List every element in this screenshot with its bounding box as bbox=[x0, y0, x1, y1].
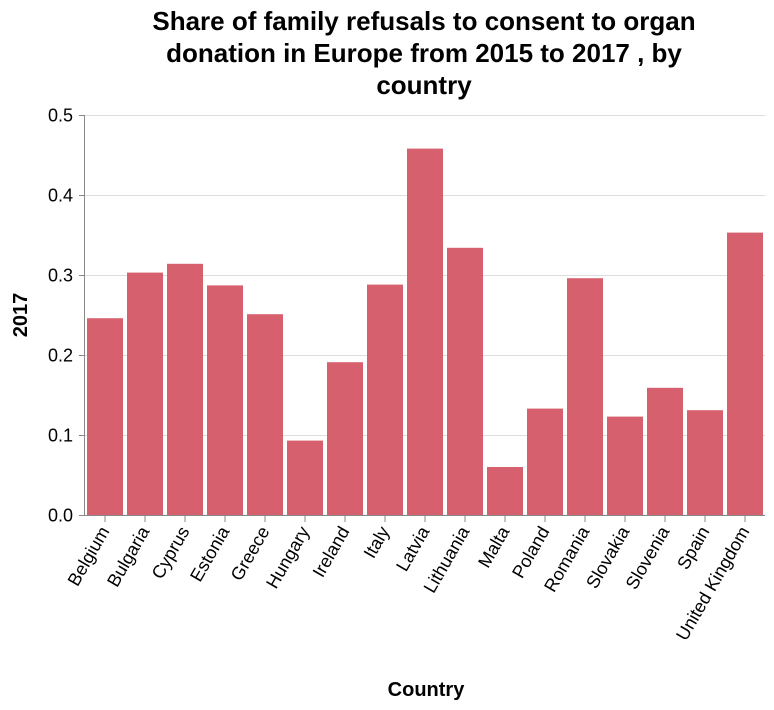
bar-poland bbox=[527, 408, 563, 515]
y-tick-label: 0.4 bbox=[48, 186, 73, 206]
chart-title-line-3: country bbox=[376, 70, 472, 100]
bar-italy bbox=[367, 284, 403, 515]
y-tick-label: 0.5 bbox=[48, 106, 73, 126]
bar-greece bbox=[247, 314, 283, 515]
y-tick-label: 0.3 bbox=[48, 266, 73, 286]
bar-malta bbox=[487, 467, 523, 515]
y-tick-label: 0.1 bbox=[48, 426, 73, 446]
bar-bulgaria bbox=[127, 272, 163, 515]
bar-belgium bbox=[87, 318, 123, 515]
chart-title: Share of family refusals to consent to o… bbox=[152, 6, 695, 100]
bar-cyprus bbox=[167, 263, 203, 515]
x-tick-label: Ireland bbox=[309, 523, 354, 581]
bars bbox=[87, 148, 763, 516]
y-tick-label: 0.2 bbox=[48, 346, 73, 366]
x-tick-label: Italy bbox=[360, 523, 394, 562]
y-axis-title: 2017 bbox=[10, 293, 32, 338]
bar-united-kingdom bbox=[727, 232, 763, 515]
x-tick-label: United Kingdom bbox=[672, 523, 753, 644]
y-axis-ticks: 0.0 0.1 0.2 0.3 0.4 0.5 bbox=[48, 106, 85, 526]
x-axis-title: Country bbox=[388, 679, 466, 701]
bar-slovakia bbox=[607, 416, 643, 515]
bar-hungary bbox=[287, 440, 323, 515]
x-tick-label: Estonia bbox=[186, 522, 234, 585]
chart-title-line-1: Share of family refusals to consent to o… bbox=[152, 6, 695, 36]
bar-ireland bbox=[327, 362, 363, 515]
x-tick-label: Malta bbox=[474, 522, 514, 571]
bar-romania bbox=[567, 278, 603, 515]
x-tick-label: Latvia bbox=[392, 522, 434, 574]
bar-estonia bbox=[207, 285, 243, 515]
bar-slovenia bbox=[647, 387, 683, 515]
bar-lithuania bbox=[447, 247, 483, 516]
chart-title-line-2: donation in Europe from 2015 to 2017 , b… bbox=[166, 38, 682, 68]
x-tick-label: Spain bbox=[673, 523, 713, 573]
bar-spain bbox=[687, 410, 723, 515]
bar-latvia bbox=[407, 148, 443, 515]
x-axis-ticks: BelgiumBulgariaCyprusEstoniaGreeceHungar… bbox=[64, 515, 753, 644]
y-tick-label: 0.0 bbox=[48, 506, 73, 526]
